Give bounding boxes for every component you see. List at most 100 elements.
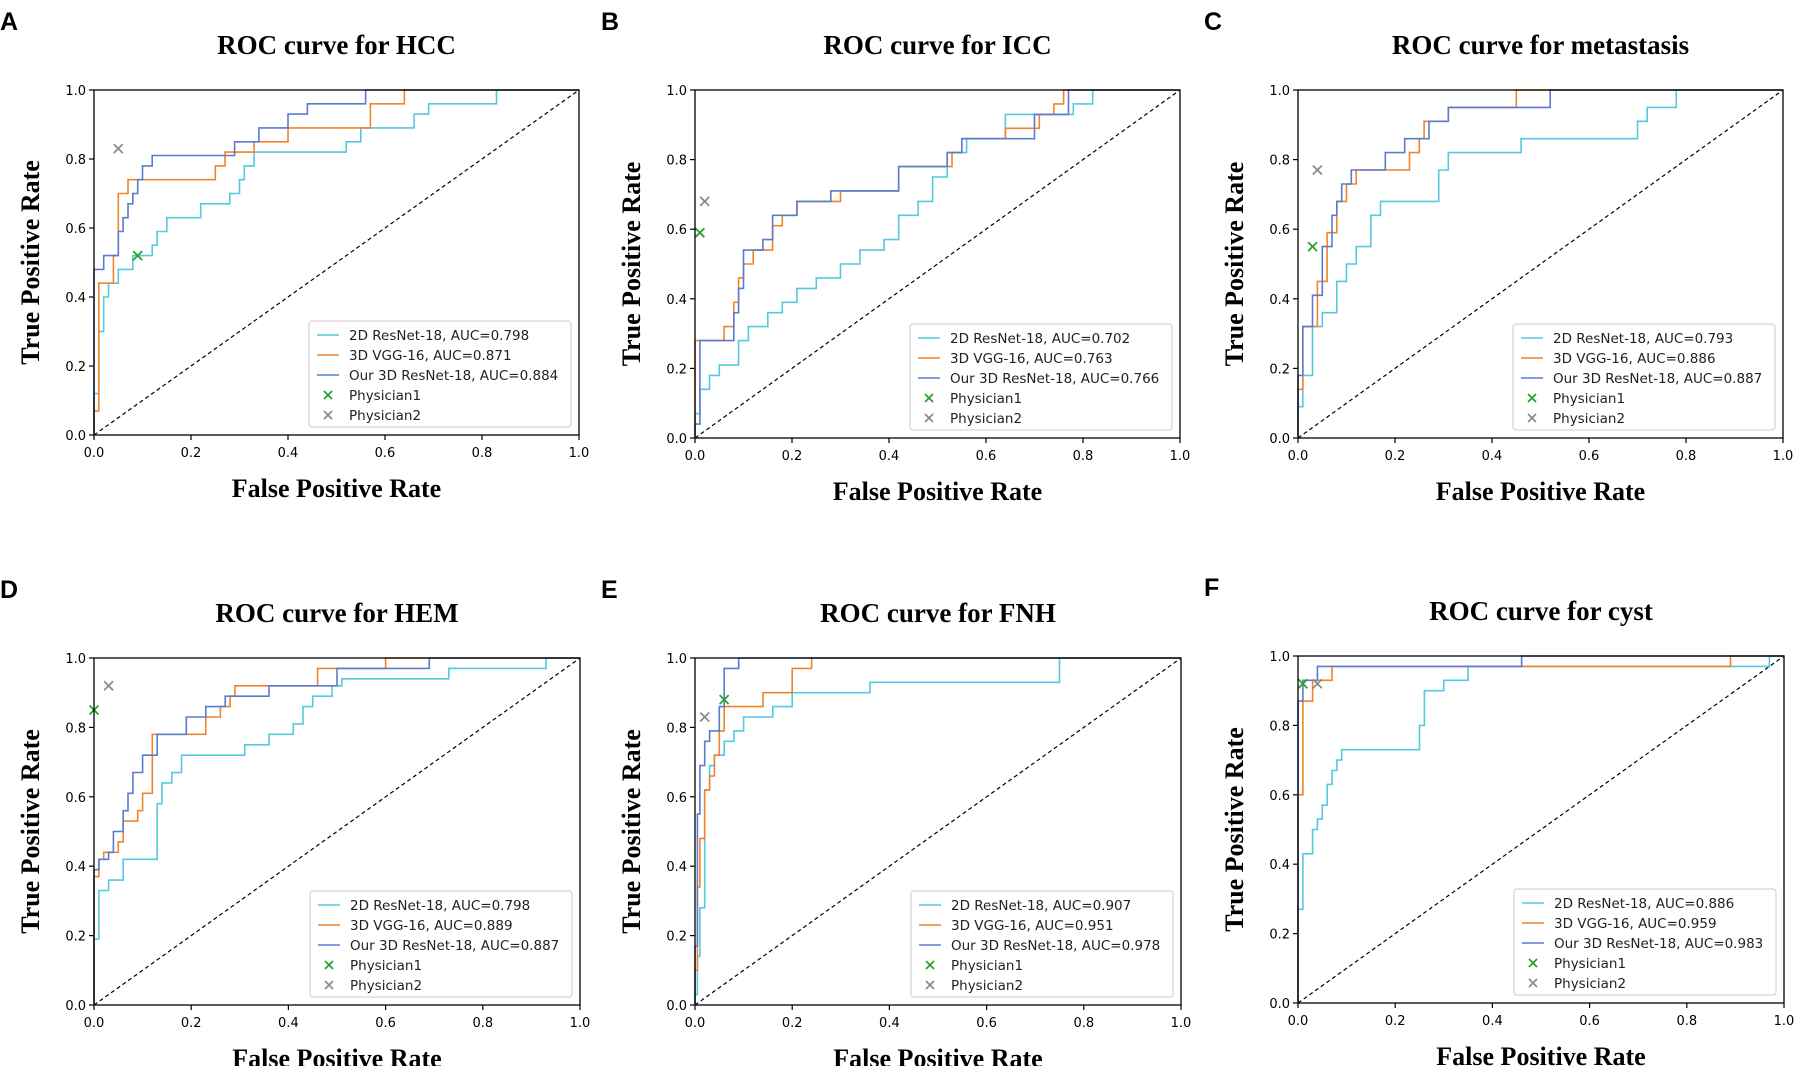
roc-series-line-3	[93, 89, 579, 435]
y-tick-label: 1.0	[1269, 84, 1290, 99]
x-tick-label: 0.2	[181, 1016, 202, 1031]
y-tick-label: 0.0	[65, 999, 86, 1014]
legend-box	[1513, 888, 1777, 996]
legend-label: Our 3D ResNet-18, AUC=0.884	[349, 368, 558, 384]
legend-label: Our 3D ResNet-18, AUC=0.983	[1554, 936, 1763, 952]
legend-label: 2D ResNet-18, AUC=0.702	[950, 331, 1130, 347]
plot-frame	[694, 657, 1182, 1006]
x-tick-label: 0.8	[1073, 449, 1094, 464]
panel-letter: C	[1204, 8, 1222, 36]
chart-title: ROC curve for ICC	[823, 30, 1051, 60]
legend-label: 3D VGG-16, AUC=0.951	[951, 918, 1114, 934]
legend-label: Physician1	[1553, 391, 1625, 407]
physician1-marker	[719, 694, 730, 705]
chart-title: ROC curve for FNH	[820, 598, 1056, 628]
marker-stroke	[1307, 241, 1318, 252]
y-tick-label: 0.0	[1269, 997, 1290, 1012]
legend-label: Physician2	[1553, 411, 1625, 427]
x-tick-label: 0.8	[472, 446, 493, 461]
roc-series-line-3	[694, 89, 1180, 438]
roc-series-line-3	[1297, 655, 1784, 1003]
plot-frame	[93, 657, 581, 1006]
marker-stroke	[1297, 678, 1308, 689]
roc-panel-b: B ROC curve for ICC False Positive Rate Tru…	[601, 8, 1190, 506]
legend-label: Physician1	[349, 388, 421, 404]
legend-marker-swatch	[925, 980, 935, 990]
y-tick-label: 0.2	[65, 930, 86, 945]
y-tick-label: 0.8	[65, 153, 86, 168]
panel-letter: A	[0, 8, 18, 36]
x-tick-label: 0.6	[976, 449, 997, 464]
marker-stroke	[719, 694, 730, 705]
x-tick-label: 1.0	[569, 446, 590, 461]
legend-label: Our 3D ResNet-18, AUC=0.978	[951, 938, 1160, 954]
legend-label: Physician2	[950, 411, 1022, 427]
x-axis-label: False Positive Rate	[833, 477, 1042, 506]
physician1-marker	[132, 250, 143, 261]
panel-letter: B	[601, 8, 619, 36]
chart-title: ROC curve for HEM	[215, 598, 458, 628]
x-tick-label: 0.6	[375, 1016, 396, 1031]
x-tick-label: 0.4	[879, 1016, 900, 1031]
chart-title: ROC curve for cyst	[1429, 596, 1653, 626]
x-tick-label: 0.2	[181, 446, 202, 461]
physician2-marker	[1312, 678, 1323, 689]
plot-frame	[1297, 89, 1784, 439]
legend-marker-swatch	[1528, 978, 1538, 988]
y-tick-label: 0.2	[1269, 362, 1290, 377]
legend-label: Physician2	[1554, 976, 1626, 992]
x-tick-label: 0.6	[1579, 449, 1600, 464]
y-tick-label: 1.0	[1269, 650, 1290, 665]
marker-stroke	[694, 227, 705, 238]
y-axis-label: True Positive Rate	[16, 729, 45, 934]
legend-label: 2D ResNet-18, AUC=0.798	[349, 328, 529, 344]
roc-series-line-1	[93, 657, 580, 1005]
legend: 2D ResNet-18, AUC=0.907 3D VGG-16, AUC=0.…	[910, 890, 1174, 998]
physician2-marker	[1312, 164, 1323, 176]
x-tick-label: 0.8	[1676, 1014, 1697, 1029]
physician2-marker	[699, 711, 710, 723]
y-tick-label: 0.4	[65, 291, 86, 306]
y-tick-label: 0.0	[666, 999, 687, 1014]
y-tick-label: 0.6	[1269, 223, 1290, 238]
x-axis-label: False Positive Rate	[833, 1044, 1042, 1066]
chart-title: ROC curve for HCC	[217, 30, 456, 60]
y-tick-label: 0.2	[1269, 928, 1290, 943]
y-tick-label: 0.2	[666, 930, 687, 945]
y-tick-label: 1.0	[666, 652, 687, 667]
legend: 2D ResNet-18, AUC=0.793 3D VGG-16, AUC=0.…	[1512, 323, 1776, 431]
legend-label: Physician1	[950, 391, 1022, 407]
legend-box	[308, 320, 572, 428]
x-axis-label: False Positive Rate	[232, 1044, 441, 1066]
y-tick-label: 0.6	[666, 223, 687, 238]
marker-stroke	[103, 680, 114, 691]
x-tick-label: 1.0	[1171, 1016, 1192, 1031]
roc-panel-e: E ROC curve for FNH False Positive Rate Tru…	[601, 576, 1191, 1066]
physician2-marker	[699, 196, 710, 207]
roc-series-line-3	[1297, 89, 1783, 438]
x-axis-label: False Positive Rate	[232, 474, 441, 503]
legend-label: 2D ResNet-18, AUC=0.793	[1553, 331, 1733, 347]
legend-marker-swatch	[1527, 393, 1537, 403]
legend-marker-swatch	[924, 393, 934, 403]
legend-marker-swatch	[1527, 413, 1537, 423]
chance-diagonal	[694, 89, 1181, 439]
marker-stroke	[699, 196, 710, 207]
legend-label: Physician1	[1554, 956, 1626, 972]
roc-series-line-2	[694, 657, 1181, 1005]
y-axis-label: True Positive Rate	[1220, 162, 1249, 367]
y-tick-label: 0.8	[65, 721, 86, 736]
physician2-marker	[113, 143, 124, 154]
y-tick-label: 1.0	[65, 84, 86, 99]
x-tick-label: 0.8	[472, 1016, 493, 1031]
legend-marker-swatch	[924, 413, 934, 423]
x-tick-label: 0.2	[1385, 449, 1406, 464]
legend-label: Physician1	[951, 958, 1023, 974]
y-axis-label: True Positive Rate	[617, 162, 646, 367]
y-tick-label: 0.8	[666, 154, 687, 169]
roc-panel-c: C ROC curve for metastasis False Positive …	[1204, 8, 1793, 506]
legend: 2D ResNet-18, AUC=0.798 3D VGG-16, AUC=0.…	[309, 890, 573, 998]
x-tick-label: 0.8	[1073, 1016, 1094, 1031]
y-tick-label: 0.2	[666, 362, 687, 377]
